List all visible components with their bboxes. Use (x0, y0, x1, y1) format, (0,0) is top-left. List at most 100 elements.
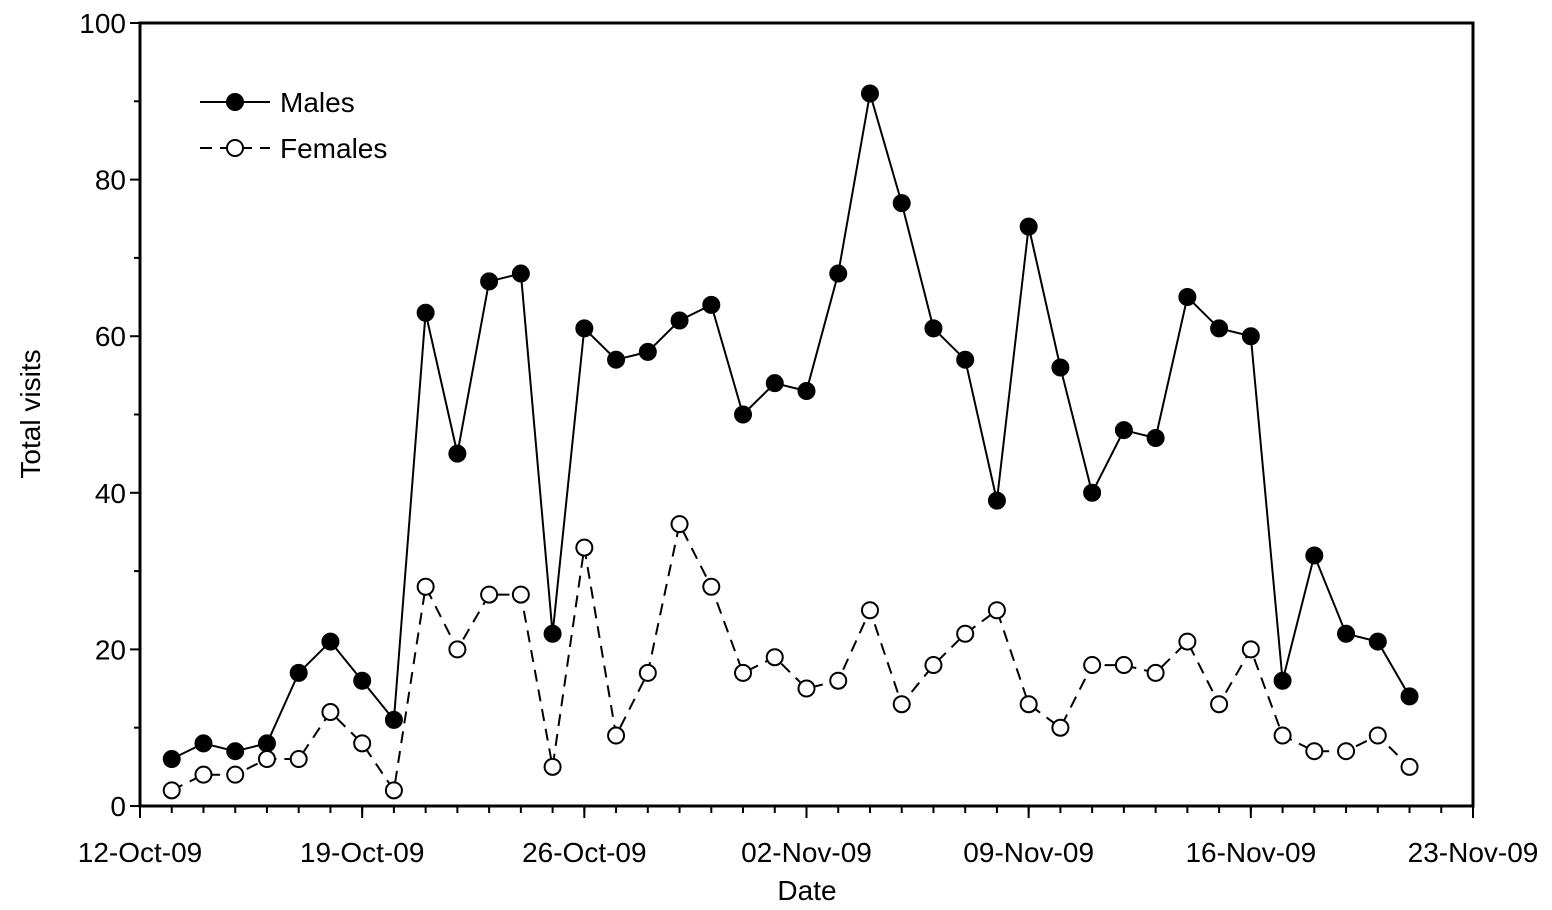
data-point-males (1083, 483, 1102, 502)
data-point-females (511, 585, 530, 604)
data-point-males (543, 624, 562, 643)
data-point-females (257, 750, 276, 769)
data-point-males (829, 264, 848, 283)
data-point-males (797, 382, 816, 401)
data-point-males (1051, 358, 1070, 377)
data-point-males (1210, 319, 1229, 338)
data-point-females (1400, 757, 1419, 776)
legend-males-label: Males (280, 87, 355, 118)
data-point-females (1273, 726, 1292, 745)
data-point-males (321, 632, 340, 651)
x-tick-label: 12-Oct-09 (78, 837, 203, 868)
data-point-females (1019, 695, 1038, 714)
series-layer (162, 84, 1419, 800)
data-point-females (1337, 742, 1356, 761)
y-tick-label: 40 (95, 478, 126, 509)
data-point-females (1083, 656, 1102, 675)
y-tick-label: 80 (95, 165, 126, 196)
data-point-females (1146, 663, 1165, 682)
data-point-females (543, 757, 562, 776)
data-point-females (638, 663, 657, 682)
legend: Males Females (200, 87, 387, 164)
data-point-females (226, 765, 245, 784)
x-tick-label: 16-Nov-09 (1185, 837, 1316, 868)
legend-males-marker (226, 93, 244, 111)
x-tick-label: 26-Oct-09 (522, 837, 647, 868)
data-point-males (1178, 288, 1197, 307)
data-point-males (1241, 327, 1260, 346)
data-point-females (575, 538, 594, 557)
legend-females-label: Females (280, 133, 387, 164)
data-point-males (289, 663, 308, 682)
data-point-females (480, 585, 499, 604)
data-point-males (702, 295, 721, 314)
data-point-males (1146, 428, 1165, 447)
x-axis-label: Date (777, 875, 836, 906)
data-point-females (289, 750, 308, 769)
data-point-females (797, 679, 816, 698)
data-point-females (194, 765, 213, 784)
data-point-males (448, 444, 467, 463)
x-tick-label: 23-Nov-09 (1408, 837, 1539, 868)
data-point-females (892, 695, 911, 714)
data-point-males (734, 405, 753, 424)
data-point-females (1051, 718, 1070, 737)
data-point-females (384, 781, 403, 800)
y-axis: 0 20 40 60 80 100 (79, 8, 140, 822)
data-point-males (226, 742, 245, 761)
data-point-males (1400, 687, 1419, 706)
x-tick-label: 02-Nov-09 (741, 837, 872, 868)
data-point-females (1241, 640, 1260, 659)
data-point-males (892, 194, 911, 213)
data-point-females (765, 648, 784, 667)
y-tick-label: 0 (110, 791, 126, 822)
legend-females-marker (226, 139, 244, 157)
data-point-females (829, 671, 848, 690)
data-point-females (353, 734, 372, 753)
data-point-males (987, 491, 1006, 510)
data-point-females (860, 601, 879, 620)
data-point-females (956, 624, 975, 643)
data-point-females (924, 656, 943, 675)
data-point-males (575, 319, 594, 338)
data-point-males (1368, 632, 1387, 651)
x-tick-label: 09-Nov-09 (963, 837, 1094, 868)
data-point-females (1178, 632, 1197, 651)
series-line-females (171, 521, 1411, 793)
data-point-males (607, 350, 626, 369)
y-tick-label: 100 (79, 8, 126, 39)
data-point-females (670, 515, 689, 534)
data-point-males (638, 342, 657, 361)
data-point-females (1305, 742, 1324, 761)
y-tick-label: 20 (95, 634, 126, 665)
data-point-females (702, 577, 721, 596)
data-point-females (1210, 695, 1229, 714)
data-point-males (257, 734, 276, 753)
data-point-females (448, 640, 467, 659)
data-point-males (1305, 546, 1324, 565)
data-point-females (607, 726, 626, 745)
series-line-males (171, 93, 1411, 760)
data-point-males (511, 264, 530, 283)
data-point-females (1368, 726, 1387, 745)
x-axis: 12-Oct-09 19-Oct-09 26-Oct-09 02-Nov-09 09-N… (78, 806, 1539, 868)
data-point-females (734, 663, 753, 682)
x-tick-label: 19-Oct-09 (300, 837, 425, 868)
data-point-males (860, 84, 879, 103)
data-point-males (194, 734, 213, 753)
data-point-females (1114, 656, 1133, 675)
data-point-males (924, 319, 943, 338)
data-point-males (1273, 671, 1292, 690)
data-point-males (670, 311, 689, 330)
data-point-males (956, 350, 975, 369)
data-point-males (1337, 624, 1356, 643)
data-point-males (162, 750, 181, 769)
data-point-females (987, 601, 1006, 620)
data-point-females (416, 577, 435, 596)
y-axis-label: Total visits (15, 349, 46, 478)
y-tick-label: 60 (95, 321, 126, 352)
data-point-males (1019, 217, 1038, 236)
data-point-males (384, 710, 403, 729)
data-point-males (1114, 421, 1133, 440)
